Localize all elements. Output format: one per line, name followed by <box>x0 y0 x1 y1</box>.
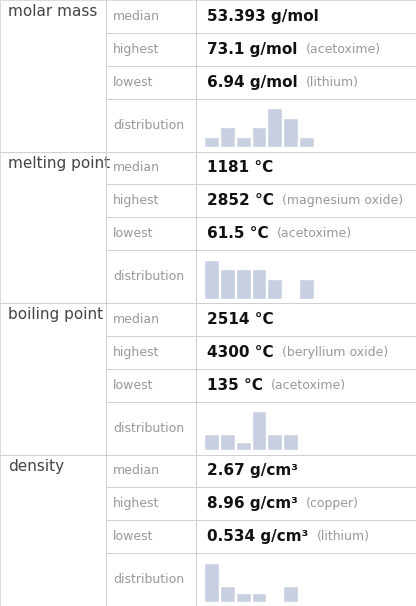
Bar <box>205 138 219 147</box>
Text: highest: highest <box>113 195 160 207</box>
Text: highest: highest <box>113 498 160 510</box>
Text: median: median <box>113 313 160 326</box>
Bar <box>300 138 314 147</box>
Text: 73.1 g/mol: 73.1 g/mol <box>206 42 297 57</box>
Bar <box>205 261 219 299</box>
Text: distribution: distribution <box>113 119 184 132</box>
Text: 0.534 g/cm³: 0.534 g/cm³ <box>206 529 308 544</box>
Bar <box>221 128 235 147</box>
Bar <box>205 435 219 450</box>
Text: 2852 °C: 2852 °C <box>206 193 273 208</box>
Text: lowest: lowest <box>113 379 154 392</box>
Text: 2514 °C: 2514 °C <box>206 312 273 327</box>
Text: highest: highest <box>113 346 160 359</box>
Text: 4300 °C: 4300 °C <box>206 345 273 360</box>
Text: boiling point: boiling point <box>8 307 104 322</box>
Text: 53.393 g/mol: 53.393 g/mol <box>206 9 318 24</box>
Text: median: median <box>113 161 160 175</box>
Text: 8.96 g/cm³: 8.96 g/cm³ <box>206 496 297 511</box>
Bar <box>253 412 266 450</box>
Text: lowest: lowest <box>113 76 154 89</box>
Bar <box>253 594 266 602</box>
Text: melting point: melting point <box>8 156 111 170</box>
Bar <box>268 109 282 147</box>
Text: (acetoxime): (acetoxime) <box>306 43 381 56</box>
Text: 1181 °C: 1181 °C <box>206 161 273 176</box>
Bar <box>221 435 235 450</box>
Text: median: median <box>113 464 160 478</box>
Text: 61.5 °C: 61.5 °C <box>206 226 268 241</box>
Bar <box>221 587 235 602</box>
Text: 2.67 g/cm³: 2.67 g/cm³ <box>206 464 297 479</box>
Text: (beryllium oxide): (beryllium oxide) <box>282 346 388 359</box>
Bar <box>253 128 266 147</box>
Bar <box>268 435 282 450</box>
Bar <box>300 280 314 299</box>
Text: (magnesium oxide): (magnesium oxide) <box>282 195 404 207</box>
Bar <box>237 443 250 450</box>
Bar <box>237 138 250 147</box>
Bar <box>284 587 298 602</box>
Text: distribution: distribution <box>113 422 184 435</box>
Bar <box>284 119 298 147</box>
Text: (lithium): (lithium) <box>306 76 359 89</box>
Text: (acetoxime): (acetoxime) <box>277 227 352 241</box>
Bar <box>268 280 282 299</box>
Text: (copper): (copper) <box>306 498 359 510</box>
Bar <box>237 270 250 299</box>
Text: 6.94 g/mol: 6.94 g/mol <box>206 75 297 90</box>
Text: distribution: distribution <box>113 270 184 283</box>
Text: highest: highest <box>113 43 160 56</box>
Text: lowest: lowest <box>113 530 154 544</box>
Text: median: median <box>113 10 160 23</box>
Bar <box>284 435 298 450</box>
Bar <box>221 270 235 299</box>
Text: lowest: lowest <box>113 227 154 241</box>
Bar <box>237 594 250 602</box>
Bar <box>205 564 219 602</box>
Text: (acetoxime): (acetoxime) <box>271 379 347 392</box>
Text: molar mass: molar mass <box>8 4 98 19</box>
Text: 135 °C: 135 °C <box>206 378 262 393</box>
Bar <box>253 270 266 299</box>
Text: (lithium): (lithium) <box>317 530 370 544</box>
Text: distribution: distribution <box>113 573 184 586</box>
Text: density: density <box>8 459 64 473</box>
